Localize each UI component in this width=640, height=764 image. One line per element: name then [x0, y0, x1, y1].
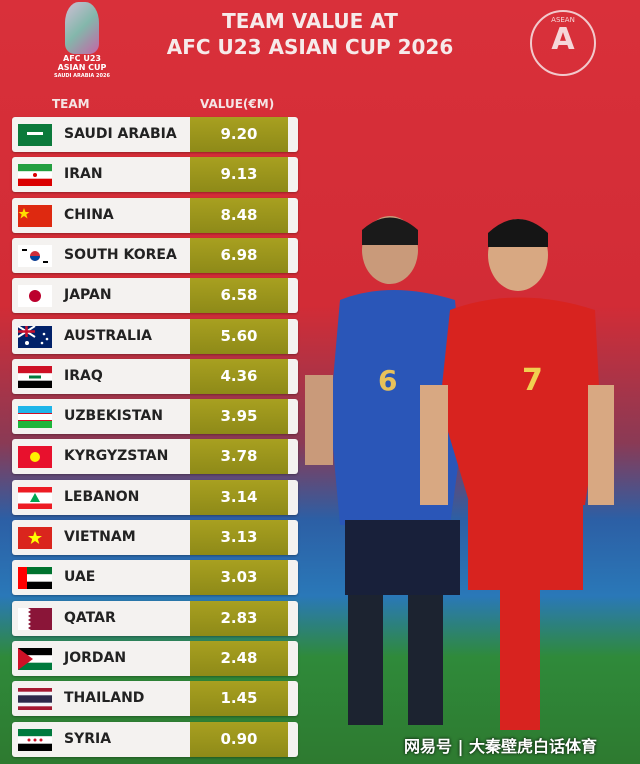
cup-logo-line2: ASIAN CUP	[57, 63, 107, 72]
table-row: JAPAN 6.58	[12, 278, 298, 314]
column-header-value: VALUE(€M)	[200, 97, 275, 111]
china-flag-icon	[18, 204, 52, 227]
qatar-flag-icon	[18, 607, 52, 630]
team-value: 3.14	[190, 479, 288, 515]
table-row: VIETNAM 3.13	[12, 520, 298, 555]
iraq-flag-icon	[18, 365, 52, 388]
svg-text:7: 7	[522, 363, 543, 398]
table-row: KYRGYZSTAN 3.78	[12, 439, 298, 475]
table-row: JORDAN 2.48	[12, 640, 298, 676]
lebanon-flag-icon	[18, 486, 52, 509]
uzbekistan-flag-icon	[18, 406, 52, 429]
team-name: LEBANON	[64, 488, 140, 505]
south-korea-flag-icon	[18, 244, 52, 267]
team-value: 9.20	[190, 117, 288, 152]
team-value: 6.98	[190, 237, 288, 273]
team-value: 3.13	[190, 520, 288, 555]
table-row: SAUDI ARABIA 9.20	[12, 117, 298, 152]
cup-logo-line1: AFC U23	[63, 54, 101, 63]
japan-flag-icon	[18, 285, 52, 308]
team-value: 1.45	[190, 681, 288, 717]
team-name: AUSTRALIA	[64, 327, 152, 344]
team-name: UAE	[64, 569, 96, 586]
team-name: QATAR	[64, 609, 116, 626]
saudi-arabia-flag-icon	[18, 124, 52, 146]
red-player: 7	[420, 219, 614, 730]
team-value: 6.58	[190, 278, 288, 314]
column-header-team: TEAM	[52, 97, 90, 111]
kyrgyzstan-flag-icon	[18, 446, 52, 469]
team-value: 3.03	[190, 560, 288, 596]
team-value: 0.90	[190, 721, 288, 757]
svg-text:6: 6	[378, 364, 397, 397]
uae-flag-icon	[18, 567, 52, 590]
table-row: AUSTRALIA 5.60	[12, 318, 298, 354]
asean-logo-text: ASEAN	[551, 16, 575, 24]
team-name: UZBEKISTAN	[64, 408, 163, 425]
team-value: 3.78	[190, 439, 288, 475]
team-name: IRAQ	[64, 367, 103, 384]
page-title: TEAM VALUE AT AFC U23 ASIAN CUP 2026	[140, 8, 480, 60]
vietnam-flag-icon	[18, 527, 52, 549]
table-row: CHINA 8.48	[12, 197, 298, 233]
cup-logo-line3: SAUDI ARABIA 2026	[54, 73, 110, 79]
table-row: LEBANON 3.14	[12, 479, 298, 515]
asean-logo-letter: A	[551, 22, 575, 57]
team-name: SYRIA	[64, 730, 112, 747]
table-row: SOUTH KOREA 6.98	[12, 237, 298, 273]
australia-flag-icon	[18, 325, 52, 348]
team-value: 3.95	[190, 399, 288, 435]
team-name: KYRGYZSTAN	[64, 448, 169, 465]
trophy-icon	[65, 2, 99, 54]
team-name: IRAN	[64, 166, 103, 183]
team-name: CHINA	[64, 206, 114, 223]
team-name: SOUTH KOREA	[64, 246, 177, 263]
team-value: 2.83	[190, 600, 288, 636]
table-row: THAILAND 1.45	[12, 681, 298, 717]
team-value: 5.60	[190, 318, 288, 354]
team-name: JAPAN	[64, 287, 112, 304]
team-value: 9.13	[190, 157, 288, 193]
blue-player: 6	[305, 216, 465, 725]
table-row: IRAQ 4.36	[12, 358, 298, 394]
team-name: JORDAN	[64, 649, 127, 666]
table-row: UAE 3.03	[12, 560, 298, 596]
team-name: SAUDI ARABIA	[64, 126, 177, 142]
syria-flag-icon	[18, 728, 52, 751]
team-name: VIETNAM	[64, 529, 136, 545]
watermark: 网易号 | 大秦壁虎白话体育	[404, 737, 597, 756]
title-line2: AFC U23 ASIAN CUP 2026	[166, 35, 454, 59]
afc-u23-cup-logo: AFC U23 ASIAN CUP SAUDI ARABIA 2026	[50, 2, 114, 94]
team-value: 8.48	[190, 197, 288, 233]
players-photo: 6 7	[305, 216, 614, 730]
iran-flag-icon	[18, 164, 52, 187]
table-row: IRAN 9.13	[12, 157, 298, 193]
team-value: 2.48	[190, 640, 288, 676]
title-line1: TEAM VALUE AT	[222, 9, 398, 33]
table-row: SYRIA 0.90	[12, 721, 298, 757]
asean-football-logo: ASEAN A	[530, 10, 596, 76]
jordan-flag-icon	[18, 647, 52, 670]
team-value: 4.36	[190, 358, 288, 394]
table-row: UZBEKISTAN 3.95	[12, 399, 298, 435]
table-row: QATAR 2.83	[12, 600, 298, 636]
team-name: THAILAND	[64, 690, 145, 707]
thailand-flag-icon	[18, 688, 52, 711]
